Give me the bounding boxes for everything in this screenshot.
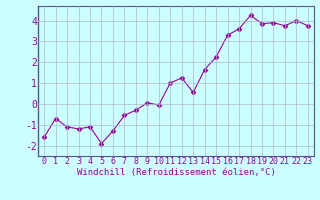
X-axis label: Windchill (Refroidissement éolien,°C): Windchill (Refroidissement éolien,°C) bbox=[76, 168, 276, 177]
